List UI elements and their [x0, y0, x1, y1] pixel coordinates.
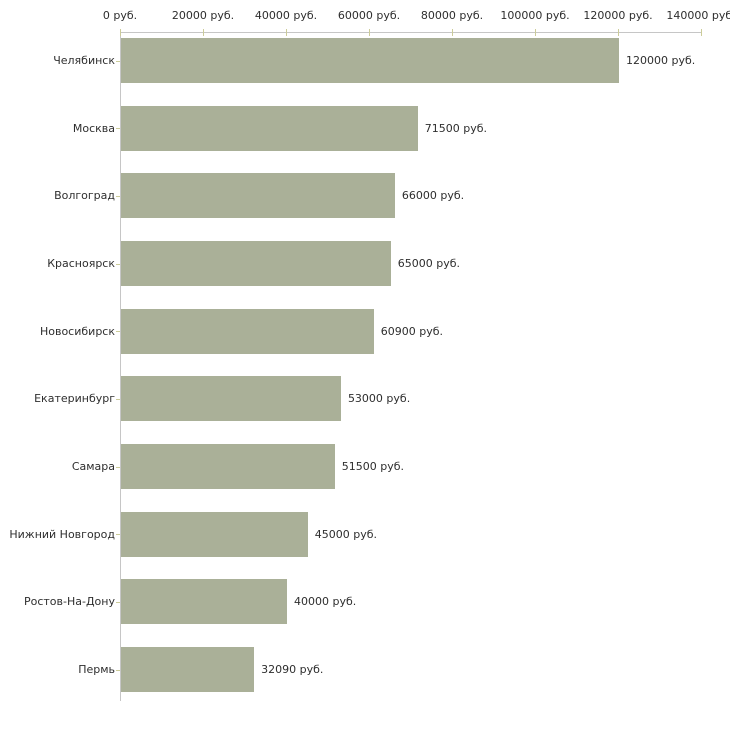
- category-label: Челябинск: [53, 54, 115, 67]
- x-axis-tick-mark: [701, 29, 702, 36]
- category-label: Нижний Новгород: [9, 527, 115, 541]
- x-axis-tick-mark: [535, 29, 536, 36]
- y-axis-tick-mark: [116, 128, 120, 130]
- x-axis-tick-mark: [452, 29, 453, 36]
- bar-1: [121, 105, 418, 151]
- value-label: 71500 руб.: [424, 121, 487, 135]
- value-label: 66000 руб.: [401, 189, 465, 203]
- y-axis-tick-mark: [116, 195, 120, 197]
- x-axis-tick-mark: [120, 29, 121, 36]
- x-axis-tick-label: 40000 руб.: [254, 9, 318, 22]
- category-label: Пермь: [78, 663, 115, 676]
- x-axis-tick-mark: [618, 29, 619, 36]
- value-label: 65000 руб.: [397, 257, 461, 270]
- y-axis-tick-mark: [116, 669, 120, 671]
- x-axis-tick-mark: [286, 29, 287, 36]
- value-label: 51500 руб.: [341, 460, 404, 473]
- x-axis-tick-mark: [369, 29, 370, 36]
- x-axis-tick-label: 60000 руб.: [337, 9, 401, 22]
- category-label: Новосибирск: [39, 324, 115, 338]
- bar-3: [121, 241, 391, 286]
- x-axis-tick-label: 100000 руб.: [500, 9, 570, 22]
- x-axis-tick-label: 80000 руб.: [420, 9, 484, 22]
- y-axis-tick-mark: [116, 466, 120, 468]
- y-axis-tick-mark: [116, 601, 120, 603]
- bar-0: [121, 38, 619, 83]
- x-axis-tick-mark: [203, 29, 204, 36]
- value-label: 45000 руб.: [314, 527, 378, 541]
- value-label: 32090 руб.: [261, 663, 324, 676]
- bar-9: [121, 647, 255, 692]
- y-axis-tick-mark: [116, 60, 120, 62]
- value-label: 60900 руб.: [380, 324, 443, 338]
- category-label: Москва: [72, 121, 115, 135]
- y-axis-tick-mark: [116, 263, 120, 265]
- bar-2: [121, 173, 395, 219]
- category-label: Екатеринбург: [34, 392, 115, 406]
- bar-4: [121, 308, 374, 354]
- x-axis-tick-label: 120000 руб.: [583, 9, 653, 22]
- value-label: 40000 руб.: [294, 595, 357, 609]
- value-label: 53000 руб.: [347, 392, 411, 406]
- bar-5: [121, 376, 341, 422]
- bar-8: [121, 579, 287, 625]
- x-axis-tick-label: 20000 руб.: [171, 9, 235, 22]
- category-label: Красноярск: [47, 257, 115, 270]
- category-label: Самара: [71, 460, 115, 473]
- y-axis-line: [120, 32, 121, 701]
- bar-7: [121, 511, 308, 557]
- category-label: Ростов-На-Дону: [23, 595, 115, 609]
- category-label: Волгоград: [54, 189, 115, 203]
- x-axis-line: [120, 32, 702, 33]
- x-axis-tick-label: 140000 руб.: [666, 9, 730, 22]
- y-axis-tick-mark: [116, 398, 120, 400]
- x-axis-tick-label: 0 руб.: [102, 9, 138, 22]
- y-axis-tick-mark: [116, 534, 120, 536]
- value-label: 120000 руб.: [626, 54, 696, 67]
- bar-6: [121, 444, 335, 489]
- y-axis-tick-mark: [116, 331, 120, 333]
